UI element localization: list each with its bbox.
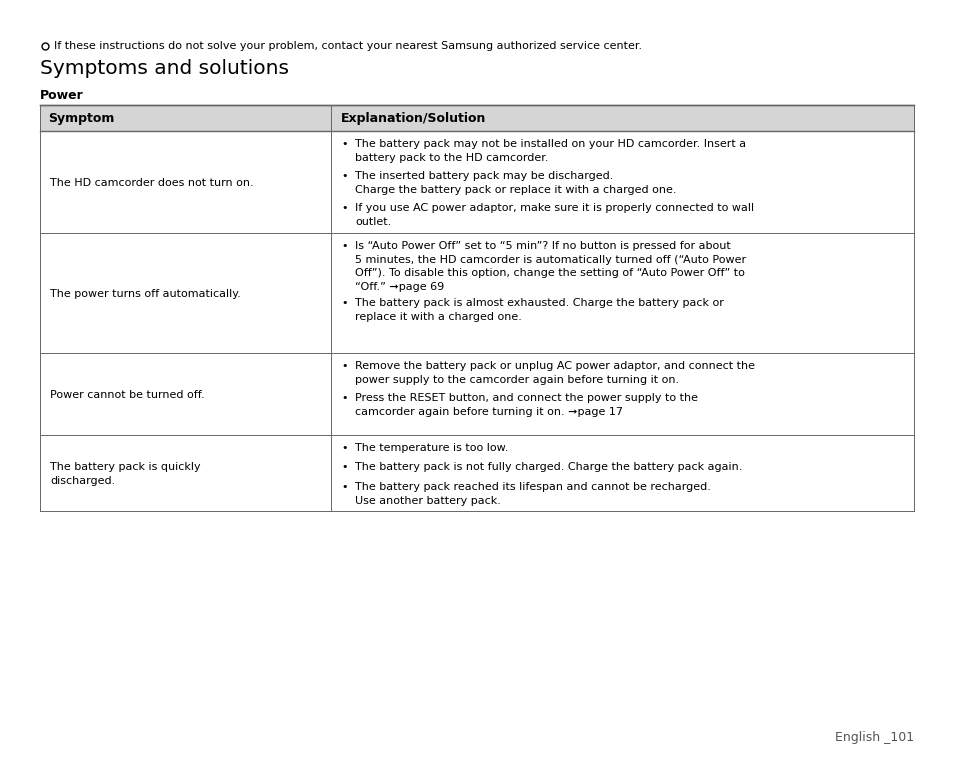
Text: Symptoms and solutions: Symptoms and solutions (40, 59, 289, 78)
Text: Explanation/Solution: Explanation/Solution (340, 112, 486, 125)
Text: The HD camcorder does not turn on.: The HD camcorder does not turn on. (50, 178, 253, 188)
Text: •: • (340, 463, 347, 473)
Text: Remove the battery pack or unplug AC power adaptor, and connect the
power supply: Remove the battery pack or unplug AC pow… (355, 361, 754, 385)
Text: •: • (340, 393, 347, 403)
Text: •: • (340, 298, 347, 308)
Text: The battery pack is almost exhausted. Charge the battery pack or
replace it with: The battery pack is almost exhausted. Ch… (355, 298, 723, 322)
Text: The battery pack is quickly
discharged.: The battery pack is quickly discharged. (50, 463, 200, 486)
Text: The temperature is too low.: The temperature is too low. (355, 443, 508, 453)
Text: English _101: English _101 (834, 731, 913, 744)
Text: •: • (340, 171, 347, 181)
Text: •: • (340, 139, 347, 149)
Text: If you use AC power adaptor, make sure it is properly connected to wall
outlet.: If you use AC power adaptor, make sure i… (355, 203, 754, 227)
Text: •: • (340, 241, 347, 251)
Text: Power cannot be turned off.: Power cannot be turned off. (50, 390, 204, 400)
Text: Press the RESET button, and connect the power supply to the
camcorder again befo: Press the RESET button, and connect the … (355, 393, 698, 417)
Text: The battery pack may not be installed on your HD camcorder. Insert a
battery pac: The battery pack may not be installed on… (355, 139, 745, 162)
Text: •: • (340, 482, 347, 492)
Text: Is “Auto Power Off” set to “5 min”? If no button is pressed for about
5 minutes,: Is “Auto Power Off” set to “5 min”? If n… (355, 241, 745, 292)
Text: The inserted battery pack may be discharged.
Charge the battery pack or replace : The inserted battery pack may be dischar… (355, 171, 676, 195)
Text: The power turns off automatically.: The power turns off automatically. (50, 289, 240, 299)
Text: Power: Power (40, 89, 84, 102)
Text: •: • (340, 203, 347, 213)
Text: •: • (340, 361, 347, 371)
Text: •: • (340, 443, 347, 453)
Text: The battery pack is not fully charged. Charge the battery pack again.: The battery pack is not fully charged. C… (355, 463, 741, 473)
Text: If these instructions do not solve your problem, contact your nearest Samsung au: If these instructions do not solve your … (54, 41, 641, 51)
Bar (40, 105, 913, 131)
Text: Symptom: Symptom (48, 112, 114, 125)
Text: The battery pack reached its lifespan and cannot be recharged.
Use another batte: The battery pack reached its lifespan an… (355, 482, 710, 506)
